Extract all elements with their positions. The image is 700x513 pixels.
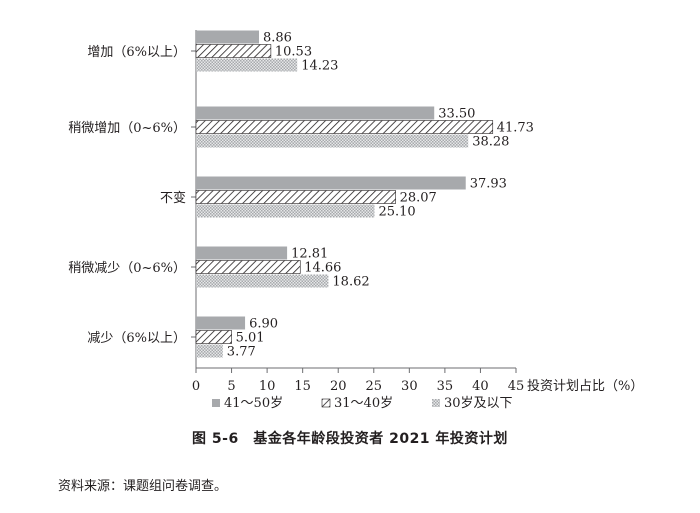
bar <box>195 44 272 58</box>
bar <box>196 274 329 288</box>
data-label: 14.66 <box>304 261 341 276</box>
legend-swatch <box>212 399 220 407</box>
x-tick-label: 5 <box>227 379 235 394</box>
data-label: 18.62 <box>332 275 369 290</box>
bar <box>195 330 232 344</box>
x-tick-label: 20 <box>330 379 347 394</box>
legend-label: 30岁及以下 <box>444 396 513 411</box>
category-label: 稍微增加（0~6%） <box>68 121 186 136</box>
bar <box>196 204 375 218</box>
category-label: 不变 <box>160 190 186 206</box>
bar <box>196 316 246 330</box>
legend-label: 41～50岁 <box>224 396 283 411</box>
data-label: 8.86 <box>263 31 292 46</box>
data-label: 10.53 <box>275 45 312 60</box>
data-label: 38.28 <box>472 135 509 150</box>
x-tick-label: 15 <box>294 379 311 394</box>
data-label: 12.81 <box>291 247 328 262</box>
x-tick-label: 35 <box>437 379 454 394</box>
x-axis-label: 投资计划占比（%） <box>527 378 643 394</box>
category-label: 稍微减少（0~6%） <box>68 261 186 276</box>
bar-chart: 0 5 10 15 20 25 30 35 40 45 投资计划占比（%）增加（6%以上）8.861… <box>68 30 643 411</box>
figure-caption: 图 5-6 基金各年龄段投资者 2021 年投资计划 <box>192 431 508 447</box>
data-label: 14.23 <box>301 59 338 74</box>
x-tick-label: 10 <box>259 379 276 394</box>
legend-swatch <box>432 399 440 407</box>
bar <box>195 260 301 274</box>
x-tick-label: 45 <box>508 379 525 394</box>
bar <box>195 190 396 204</box>
bar <box>196 30 260 44</box>
category-label: 增加（6%以上） <box>87 45 186 60</box>
data-label: 41.73 <box>497 121 534 136</box>
bar <box>196 344 223 358</box>
data-label: 28.07 <box>400 191 437 206</box>
data-label: 25.10 <box>378 205 415 220</box>
bar <box>196 246 288 260</box>
category-label: 减少（6%以上） <box>87 331 186 346</box>
bar <box>195 120 494 134</box>
source-note: 资料来源：课题组问卷调查。 <box>58 479 228 494</box>
data-label: 33.50 <box>438 107 475 122</box>
x-tick-label: 25 <box>366 379 383 394</box>
x-tick-label: 40 <box>472 379 489 394</box>
bar <box>196 134 469 148</box>
data-label: 3.77 <box>227 345 256 360</box>
data-label: 37.93 <box>470 177 507 192</box>
x-tick-label: 0 <box>192 379 200 394</box>
bar <box>196 58 298 72</box>
legend-swatch <box>321 398 331 408</box>
x-tick-label: 30 <box>401 379 418 394</box>
bar <box>196 106 435 120</box>
bar <box>196 176 466 190</box>
legend-label: 31～40岁 <box>334 396 393 411</box>
data-label: 5.01 <box>236 331 265 346</box>
data-label: 6.90 <box>249 317 278 332</box>
